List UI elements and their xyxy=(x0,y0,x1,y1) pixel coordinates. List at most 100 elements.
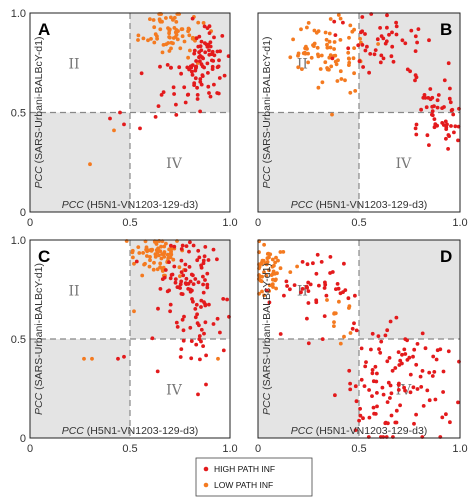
panel-a-low-path-point xyxy=(153,32,158,37)
panel-a-low-path-point xyxy=(180,34,185,39)
panel-b-y-axis-label-text: (SARS-Urbani-BALBcY-d1) xyxy=(261,37,273,167)
panel-a-high-path-point xyxy=(190,16,195,21)
panel-b-high-path-point xyxy=(379,34,384,38)
panel-b-high-path-point xyxy=(440,106,444,110)
panel-b-high-path-point xyxy=(414,122,419,127)
panel-a-high-path-point xyxy=(212,82,216,87)
panel-a-quadrant-label-ii: II xyxy=(68,57,79,73)
panel-d-high-path-point xyxy=(315,252,320,257)
panel-c-high-path-point xyxy=(199,265,204,270)
panel-b-high-path-point xyxy=(405,67,410,72)
panel-b-low-path-point xyxy=(346,50,351,55)
panel-a-low-path-point xyxy=(175,37,180,42)
panel-d-high-path-point xyxy=(420,331,425,336)
panel-d-high-path-point xyxy=(342,261,346,266)
panel-d-high-path-point xyxy=(357,418,361,423)
panel-c-high-path-point xyxy=(202,331,206,336)
panel-c-low-path-point xyxy=(162,244,167,249)
panel-a-low-path-point xyxy=(151,18,156,22)
panel-d-high-path-point xyxy=(300,260,305,264)
panel-b-high-path-point xyxy=(424,105,429,110)
panel-d-high-path-point xyxy=(330,270,335,274)
panel-b-low-path-point xyxy=(352,46,356,50)
panel-a-x-axis-label-text: (H5N1-VN1203-129-d3) xyxy=(84,199,198,211)
panel-d-low-path-point xyxy=(265,256,270,261)
panel-b-low-path-point xyxy=(291,37,295,42)
panel-d-low-path-point xyxy=(260,274,264,279)
panel-c-high-path-point xyxy=(201,282,206,287)
panel-a-high-path-point xyxy=(165,63,170,67)
panel-b-quadrant-iii xyxy=(258,112,359,212)
panel-d-high-path-point xyxy=(369,347,373,352)
panel-b-y-axis-label-italic: PCC xyxy=(261,166,273,189)
panel-b-low-path-point xyxy=(309,55,314,60)
panel-d-high-path-point xyxy=(385,359,390,364)
panel-d-low-path-point xyxy=(270,257,275,262)
panel-b-high-path-point xyxy=(450,107,455,112)
panel-d-high-path-point xyxy=(430,374,435,378)
panel-b-x-axis-label: PCC (H5N1-VN1203-129-d3) xyxy=(291,199,428,211)
panel-a-high-path-point xyxy=(210,64,215,69)
panel-d-low-path-point xyxy=(332,311,336,316)
panel-a-high-path-point xyxy=(183,100,188,105)
panel-d-high-path-point xyxy=(411,354,415,359)
panel-d-high-path-point xyxy=(398,403,402,408)
panel-d-high-path-point xyxy=(347,368,352,373)
panel-d-high-path-point xyxy=(375,391,379,395)
panel-d-low-path-point xyxy=(288,270,293,274)
panel-c-low-path-point xyxy=(147,264,152,269)
panel-b-high-path-point xyxy=(428,87,433,91)
panel-a-high-path-point xyxy=(210,49,215,54)
panel-a-high-path-point xyxy=(220,34,225,38)
panel-d-x-tick-label: 0 xyxy=(255,443,261,455)
panel-c-low-path-point xyxy=(158,261,163,266)
panel-a-high-path-point xyxy=(193,76,198,81)
panel-b-high-path-point xyxy=(378,26,382,30)
panel-b-low-path-point xyxy=(306,51,310,56)
panel-b-low-path-point xyxy=(333,53,338,58)
panel-c: II IV C 0 0.5 1.0 0 0.5 1.0 PCC (H5N1-VN1203-129-… xyxy=(11,235,238,455)
panel-a-high-path-point xyxy=(193,68,198,73)
panel-b-high-path-point xyxy=(387,32,391,37)
panel-b-quadrant-label-iv: IV xyxy=(396,156,413,172)
panel-d-low-path-point xyxy=(347,304,352,309)
panel-d-high-path-point xyxy=(305,285,309,290)
panel-c-high-path-point xyxy=(182,314,186,319)
panel-d-high-path-point xyxy=(353,428,358,432)
panel-b-high-path-point xyxy=(390,30,394,35)
panel-a-high-path-point xyxy=(197,34,202,39)
panel-b-x-axis-label-italic: PCC xyxy=(291,199,314,211)
panel-d-high-path-point xyxy=(388,383,393,388)
panel-b-low-path-point xyxy=(338,16,343,21)
panel-b-high-path-point xyxy=(415,40,419,45)
panel-b-low-path-point xyxy=(306,60,310,65)
panel-d-high-path-point xyxy=(278,332,283,336)
panel-b-low-path-point xyxy=(319,53,324,58)
panel-b-high-path-point xyxy=(385,13,389,18)
panel-c-low-path-point xyxy=(82,356,86,361)
panel-c-high-path-point xyxy=(155,369,160,374)
panel-b-high-path-point xyxy=(381,56,386,61)
panel-d-low-path-point xyxy=(281,250,286,254)
panel-b-low-path-point xyxy=(352,71,356,76)
panel-b-high-path-point xyxy=(403,41,408,46)
panel-c-high-path-point xyxy=(122,354,126,359)
panel-d-high-path-point xyxy=(363,364,368,369)
panel-c-high-path-point xyxy=(201,344,206,348)
panel-b-high-path-point xyxy=(430,112,434,117)
panel-c-high-path-point xyxy=(175,285,180,289)
panel-d-high-path-point xyxy=(305,316,309,321)
panel-c-high-path-point xyxy=(173,277,178,281)
panel-a-high-path-point xyxy=(174,113,179,117)
panel-b-low-path-point xyxy=(303,46,307,51)
panel-b-quadrant-label-ii: II xyxy=(297,57,308,73)
panel-c-y-tick-label: 0.5 xyxy=(11,334,26,346)
panel-c-x-axis-label-text: (H5N1-VN1203-129-d3) xyxy=(84,425,198,437)
panel-c-high-path-point xyxy=(194,302,199,307)
panel-d-high-path-point xyxy=(354,399,359,404)
panel-a-high-path-point xyxy=(108,116,112,121)
panel-c-low-path-point xyxy=(140,273,145,278)
panel-b-high-path-point xyxy=(443,119,448,124)
panel-d-high-path-point xyxy=(425,388,430,393)
